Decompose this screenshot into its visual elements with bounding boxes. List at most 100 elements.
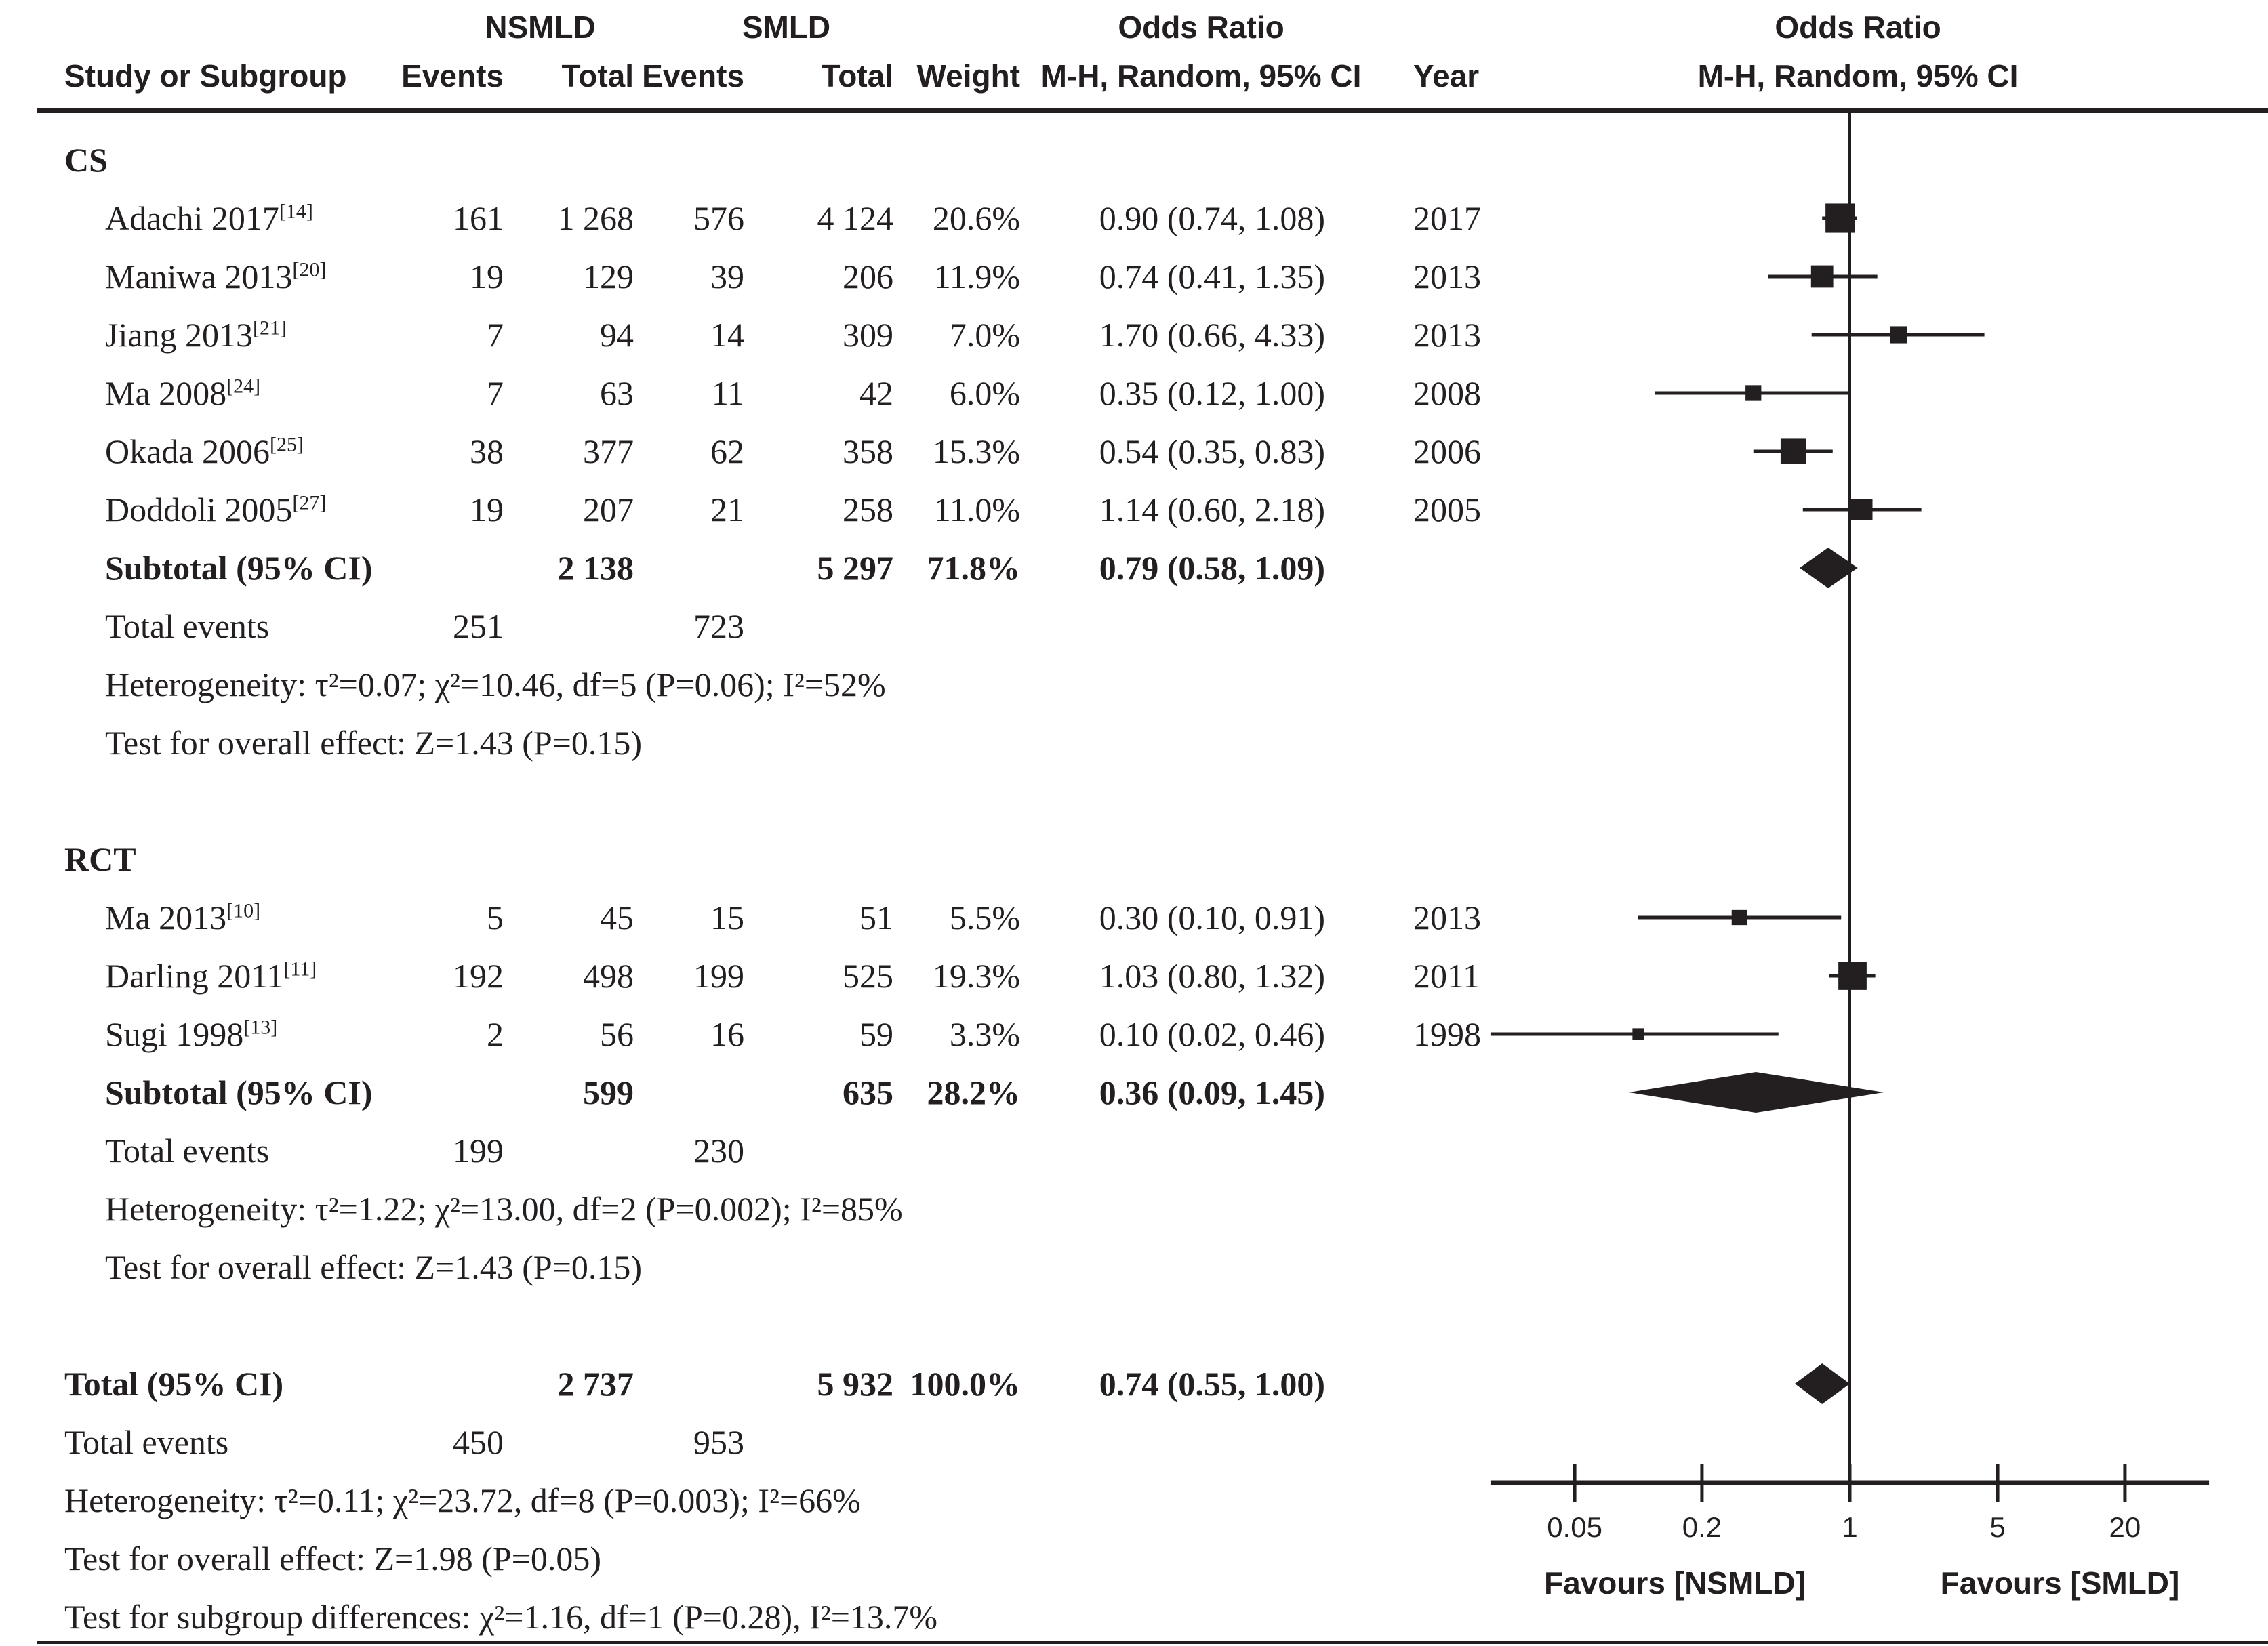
study-reference: [21] <box>253 316 287 340</box>
or-ci-cell: 0.10 (0.02, 0.46) <box>1099 1015 1325 1053</box>
or-ci-cell: 0.79 (0.58, 1.09) <box>1099 549 1325 587</box>
study-reference: [24] <box>226 375 261 398</box>
group-row: RCT <box>0 830 1423 888</box>
note-text: Test for subgroup differences: χ²=1.16, … <box>64 1598 938 1636</box>
effect-square <box>1731 909 1747 926</box>
col-header-total-smld: Total <box>821 58 893 94</box>
year-cell: 2013 <box>1413 258 1481 295</box>
events-smld: 576 <box>693 199 744 237</box>
events-nsmld: 199 <box>453 1132 504 1170</box>
note-text: Heterogeneity: τ²=0.07; χ²=10.46, df=5 (… <box>105 665 886 703</box>
subtotal-label: Subtotal (95% CI) <box>105 1073 373 1111</box>
events-nsmld: 2 <box>487 1015 504 1053</box>
year-cell: 2006 <box>1413 432 1481 470</box>
total-events-label: Total events <box>105 1132 270 1170</box>
total-smld: 309 <box>843 316 893 354</box>
note-text: Test for overall effect: Z=1.98 (P=0.05) <box>64 1540 602 1578</box>
col-header-mh-ci-left: M-H, Random, 95% CI <box>1040 58 1362 94</box>
total-smld: 5 297 <box>817 549 894 587</box>
col-header-events-nsmld: Events <box>401 58 504 94</box>
or-ci-cell: 1.14 (0.60, 2.18) <box>1099 491 1325 529</box>
total-nsmld: 63 <box>600 374 634 412</box>
total-row: Total (95% CI) 2 737 5 932 100.0% 0.74 (0.55… <box>0 1355 1423 1413</box>
total-nsmld: 207 <box>583 491 634 529</box>
effect-square <box>1838 962 1867 990</box>
year-cell: 2005 <box>1413 491 1481 529</box>
total-nsmld: 2 138 <box>557 549 634 587</box>
events-nsmld: 192 <box>453 957 504 995</box>
note-text: Heterogeneity: τ²=0.11; χ²=23.72, df=8 (… <box>64 1481 861 1519</box>
group-row: CS <box>0 131 1423 189</box>
subgroup-differences-note: Test for subgroup differences: χ²=1.16, … <box>0 1588 1423 1646</box>
total-smld: 635 <box>843 1073 893 1111</box>
summary-diamond <box>1794 1363 1850 1404</box>
group-label: CS <box>64 141 108 179</box>
study-row: Ma 2008[24] 7 63 11 42 6.0% 0.35 (0.12, 1.00) 2… <box>0 364 1481 422</box>
total-smld: 51 <box>859 899 893 937</box>
total-smld: 4 124 <box>817 199 894 237</box>
group-label: RCT <box>64 840 136 878</box>
study-row: Jiang 2013[21] 7 94 14 309 7.0% 1.70 (0.66, 4.… <box>0 306 1481 364</box>
col-header-total-nsmld: Total <box>561 58 634 94</box>
overall-effect-note: Test for overall effect: Z=1.43 (P=0.15) <box>0 1238 1423 1296</box>
total-events-label: Total events <box>105 607 270 645</box>
col-header-events-smld: Events <box>642 58 744 94</box>
study-reference: [11] <box>283 958 317 981</box>
total-events-label: Total events <box>64 1423 229 1461</box>
subtotal-row: Subtotal (95% CI) 599 635 28.2% 0.36 (0.09, … <box>0 1063 1423 1122</box>
weight-cell: 5.5% <box>949 899 1020 937</box>
total-nsmld: 1 268 <box>557 199 634 237</box>
weight-cell: 3.3% <box>949 1015 1020 1053</box>
col-group-odds-ratio-right: Odds Ratio <box>1775 9 1941 45</box>
events-nsmld: 38 <box>470 432 504 470</box>
total-nsmld: 56 <box>600 1015 634 1053</box>
study-label: Okada 2006[25] <box>105 432 304 470</box>
axis-tick-label: 20 <box>2109 1511 2141 1543</box>
year-cell: 2013 <box>1413 316 1481 354</box>
effect-square <box>1851 499 1873 520</box>
year-cell: 2017 <box>1413 199 1481 237</box>
note-text: Heterogeneity: τ²=1.22; χ²=13.00, df=2 (… <box>105 1190 903 1228</box>
total-events-row: Total events 450 953 <box>0 1413 1423 1471</box>
study-row: Doddoli 2005[27] 19 207 21 258 11.0% 1.14 (0.6… <box>0 480 1481 539</box>
study-row: Maniwa 2013[20] 19 129 39 206 11.9% 0.74 (0.41… <box>0 247 1481 306</box>
or-ci-cell: 0.74 (0.55, 1.00) <box>1099 1365 1325 1403</box>
col-group-smld: SMLD <box>742 9 831 45</box>
year-cell: 1998 <box>1413 1015 1481 1053</box>
axis-tick-label: 0.2 <box>1682 1511 1722 1543</box>
events-smld: 953 <box>693 1423 744 1461</box>
events-nsmld: 19 <box>470 258 504 295</box>
effect-square <box>1890 326 1907 344</box>
or-ci-cell: 0.54 (0.35, 0.83) <box>1099 432 1325 470</box>
col-header-weight: Weight <box>916 58 1020 94</box>
study-row: Adachi 2017[14] 161 1 268 576 4 124 20.6% 0.90… <box>0 189 1481 247</box>
events-smld: 39 <box>710 258 744 295</box>
total-events-row: Total events 199 230 <box>0 1122 1423 1180</box>
study-row: Ma 2013[10] 5 45 15 51 5.5% 0.30 (0.10, 0.91) 2… <box>0 888 1481 947</box>
study-label: Darling 2011[11] <box>105 957 317 995</box>
effect-square <box>1632 1028 1644 1040</box>
study-reference: [14] <box>279 200 313 223</box>
study-label: Ma 2008[24] <box>105 374 261 412</box>
weight-cell: 6.0% <box>949 374 1020 412</box>
study-reference: [25] <box>270 433 304 456</box>
subtotal-row: Subtotal (95% CI) 2 138 5 297 71.8% 0.79 (0.… <box>0 539 1423 597</box>
events-smld: 16 <box>710 1015 744 1053</box>
events-nsmld: 7 <box>487 374 504 412</box>
col-group-nsmld: NSMLD <box>485 9 596 45</box>
or-ci-cell: 0.74 (0.41, 1.35) <box>1099 258 1325 295</box>
events-smld: 199 <box>693 957 744 995</box>
study-reference: [20] <box>292 258 327 281</box>
study-reference: [27] <box>292 491 327 514</box>
overall-effect-note: Test for overall effect: Z=1.98 (P=0.05) <box>0 1529 1423 1588</box>
events-smld: 14 <box>710 316 744 354</box>
total-nsmld: 129 <box>583 258 634 295</box>
study-row: Sugi 1998[13] 2 56 16 59 3.3% 0.10 (0.02, 0.46… <box>0 1005 1481 1063</box>
summary-diamond <box>1628 1072 1884 1113</box>
events-smld: 11 <box>711 374 744 412</box>
effect-square <box>1745 385 1762 401</box>
note-text: Test for overall effect: Z=1.43 (P=0.15) <box>105 724 643 762</box>
or-ci-cell: 0.30 (0.10, 0.91) <box>1099 899 1325 937</box>
axis-tick-label: 0.05 <box>1547 1511 1602 1543</box>
